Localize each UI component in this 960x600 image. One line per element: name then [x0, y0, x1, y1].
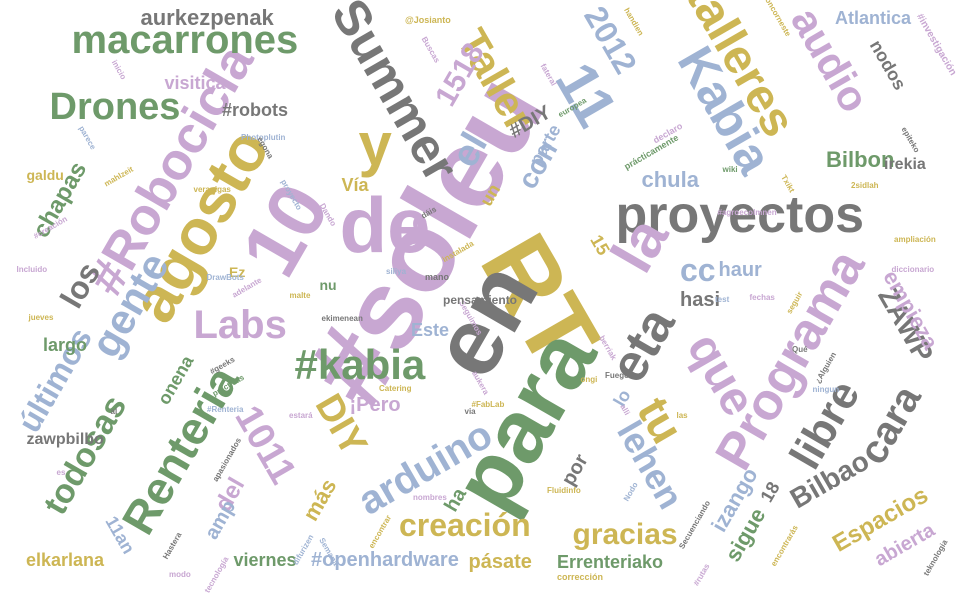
word-buscas: Buscas — [419, 35, 442, 65]
word-18: 18 — [756, 478, 784, 506]
word-visitica: visitica — [164, 73, 226, 93]
word-drones: Drones — [49, 86, 181, 128]
word-ningun: ningun — [812, 385, 840, 394]
word-labs: Labs — [193, 303, 287, 347]
word-nombres: nombres — [413, 493, 447, 502]
word-pero: ¡Pero — [349, 394, 401, 416]
word-photoplutin: Photoplutin — [241, 133, 286, 142]
word-bilbon: Bilbon — [826, 147, 895, 172]
word-via: via — [464, 407, 476, 416]
word-creación: creación — [399, 507, 531, 543]
word-pásate: pásate — [468, 551, 532, 573]
word-pensamiento: pensamiento — [443, 293, 518, 307]
word-hastera: Hastera — [160, 530, 183, 561]
word-encontrarás: encontrarás — [769, 523, 800, 568]
word-largo: largo — [43, 335, 88, 355]
word-es: es — [56, 468, 66, 477]
word-errenteriako: Errenteriako — [557, 552, 664, 572]
word-irekia: irekia — [884, 156, 926, 173]
word-e: e — [412, 206, 428, 237]
word-cc: cc — [680, 252, 716, 288]
word-modo: modo — [169, 570, 191, 579]
word-investigación: #investigación — [913, 11, 958, 78]
word-aurkezpenak: aurkezpenak — [140, 5, 274, 30]
word-al: al — [110, 407, 118, 416]
word-mano: mano — [425, 271, 450, 282]
word-parece: parece — [76, 124, 98, 152]
word-viernes: viernes — [233, 550, 297, 570]
word-fluidinfo: Fluidinfo — [547, 486, 581, 495]
word-ongi: ongi — [580, 375, 598, 384]
word-malte: malte — [289, 291, 311, 300]
word-robots: #robots — [222, 100, 289, 120]
word-epiteko: epiteko — [899, 125, 922, 155]
word-proyectos: proyectos — [615, 186, 865, 244]
word-y: y — [358, 111, 392, 178]
word-ez: Ez — [229, 264, 246, 280]
word-test: test — [715, 295, 730, 304]
word-kabia: #kabia — [294, 341, 426, 388]
word-drawbots: DrawBots — [206, 273, 244, 282]
word-más: más — [297, 474, 342, 526]
word-inicio: inicio — [109, 58, 128, 82]
word-hasi: hasi — [680, 289, 721, 311]
word-estará: estará — [289, 411, 313, 420]
word-ekimenean: ekimenean — [321, 314, 363, 323]
word-corrección: corrección — [557, 571, 604, 582]
word-ampliación: ampliación — [894, 235, 936, 244]
word-atlantica: Atlantica — [835, 8, 912, 28]
word-tecnología: tecnología — [202, 555, 231, 595]
word-elkarlana: elkarlana — [26, 550, 105, 570]
word-nu: nu — [319, 277, 337, 293]
word-wiki: wiki — [722, 165, 738, 174]
word-fuego: Fuego — [605, 371, 629, 380]
word-fechas: fechas — [749, 293, 775, 302]
word-jueves: jueves — [28, 313, 54, 322]
word-secuenciando: Secuenciando — [677, 499, 713, 551]
word-amp: amp — [200, 496, 240, 544]
word-openhardware: #openhardware — [311, 549, 459, 571]
word-nodos: nodos — [865, 36, 911, 94]
word-incluido: Incluido — [16, 265, 48, 274]
word-josianto: @Josianto — [405, 14, 451, 25]
word-este: Este — [411, 320, 450, 340]
word-prácticamente: prácticamente — [621, 131, 680, 172]
word-siliya: siliya — [386, 267, 407, 276]
word-rutas: #rutas — [691, 562, 712, 588]
word-fablab: #FabLab — [471, 400, 505, 409]
word-qué: Qué — [792, 345, 808, 354]
word-por: por — [557, 450, 593, 490]
word-vía: Vía — [341, 175, 369, 195]
word-las: las — [676, 411, 688, 420]
word-veranigas: veranigas — [193, 185, 231, 194]
word-chula: chula — [641, 167, 699, 192]
word-de: de — [339, 181, 431, 269]
word-renteria: #Renteria — [207, 405, 244, 414]
word-diccionario: diccionario — [891, 265, 935, 274]
word-2sidlah: 2sidlah — [851, 181, 879, 190]
word-macarrones: macarrones — [71, 18, 299, 62]
word-haur: haur — [718, 259, 762, 281]
word-nodo: Nodo — [621, 480, 640, 503]
word-agroecolmnen: #agroecolmnen — [717, 208, 777, 217]
word-galdu: galdu — [26, 167, 64, 183]
word-zawpbilbo: zawpbilbo — [26, 431, 104, 448]
word-gracias: gracias — [572, 518, 678, 551]
word-catering: Catering — [379, 384, 412, 393]
